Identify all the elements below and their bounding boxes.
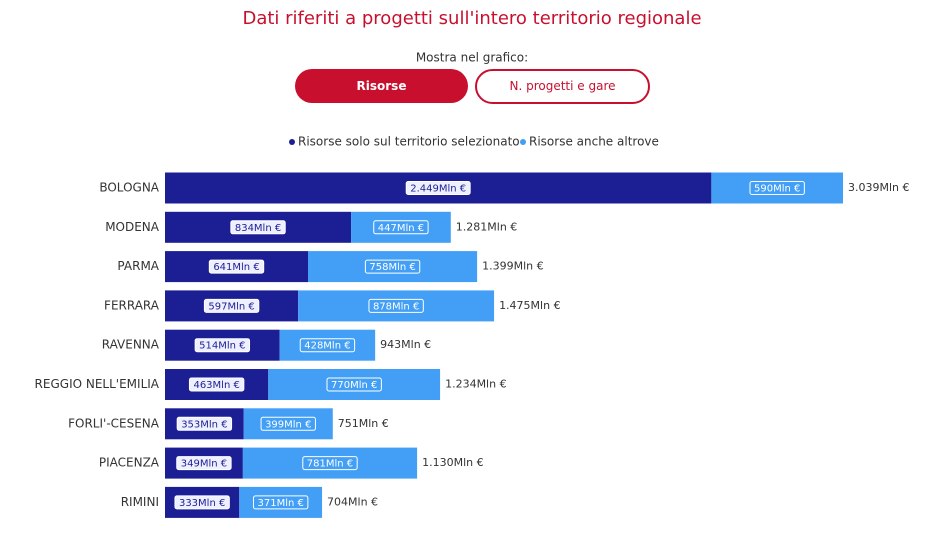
total-label: 3.039Mln € xyxy=(848,181,910,194)
value-label-box xyxy=(260,416,316,431)
value-label-box xyxy=(364,259,421,274)
category-label: RAVENNA xyxy=(102,338,160,352)
total-label: 943Mln € xyxy=(380,338,431,351)
value-label: 758Mln € xyxy=(369,262,415,273)
value-label: 447Mln € xyxy=(378,223,424,234)
value-label-box xyxy=(368,298,424,313)
bar-segment xyxy=(242,447,418,479)
value-label: 878Mln € xyxy=(373,301,419,312)
bar-segment xyxy=(298,290,495,322)
controls-label: Mostra nel grafico: xyxy=(416,51,528,65)
value-label-box xyxy=(405,181,471,195)
bar-segment xyxy=(351,211,451,243)
value-label: 399Mln € xyxy=(265,419,311,430)
bar-segment xyxy=(308,251,478,283)
value-label-box xyxy=(174,495,230,510)
total-label: 751Mln € xyxy=(338,417,389,430)
value-label-box xyxy=(194,338,251,353)
bar-segment xyxy=(268,369,441,400)
value-label: 333Mln € xyxy=(179,498,225,509)
button-resources[interactable]: Risorse xyxy=(295,69,468,103)
button-projects[interactable]: N. progetti e gare xyxy=(475,69,650,104)
category-label: MODENA xyxy=(105,220,160,234)
total-label: 1.130Mln € xyxy=(422,456,484,469)
category-label: PARMA xyxy=(117,259,159,273)
value-label-box xyxy=(208,259,265,274)
value-label: 349Mln € xyxy=(181,459,227,470)
value-label: 428Mln € xyxy=(304,341,350,352)
category-label: RIMINI xyxy=(121,495,159,509)
value-label-box xyxy=(203,298,260,313)
value-label: 371Mln € xyxy=(257,498,303,509)
value-label-box xyxy=(176,456,232,471)
category-label: FORLI'-CESENA xyxy=(68,416,160,430)
value-label: 597Mln € xyxy=(208,301,254,312)
legend-dot xyxy=(520,139,526,145)
button-label[interactable]: Risorse xyxy=(357,79,407,93)
bar-segment xyxy=(243,408,333,440)
value-label: 770Mln € xyxy=(331,380,377,391)
value-label: 834Mln € xyxy=(235,223,281,234)
button-bg[interactable] xyxy=(475,69,650,104)
category-label: PIACENZA xyxy=(99,456,160,470)
legend-label: Risorse solo sul territorio selezionato xyxy=(298,135,520,149)
value-label: 2.449Mln € xyxy=(410,184,466,195)
category-label: FERRARA xyxy=(104,298,160,312)
category-label: BOLOGNA xyxy=(99,181,159,195)
value-label-box xyxy=(326,377,382,392)
value-label: 514Mln € xyxy=(199,341,245,352)
value-label-box xyxy=(230,220,286,235)
category-label: REGGIO NELL'EMILIA xyxy=(35,377,160,391)
total-label: 1.399Mln € xyxy=(482,260,544,273)
value-label-box xyxy=(299,338,356,353)
value-label: 353Mln € xyxy=(181,419,227,430)
legend-dot xyxy=(289,139,295,145)
value-label: 590Mln € xyxy=(754,184,800,195)
bar-segment xyxy=(279,329,376,361)
bar-segment xyxy=(711,172,843,204)
total-label: 1.281Mln € xyxy=(456,220,518,233)
button-bg[interactable] xyxy=(295,69,468,103)
value-label-box xyxy=(188,377,245,392)
value-label: 781Mln € xyxy=(307,459,353,470)
total-label: 1.475Mln € xyxy=(499,299,561,312)
total-label: 704Mln € xyxy=(327,495,378,508)
legend-label: Risorse anche altrove xyxy=(529,135,659,149)
value-label: 463Mln € xyxy=(193,380,239,391)
chart-title: Dati riferiti a progetti sull'intero ter… xyxy=(242,8,701,29)
value-label-box xyxy=(373,220,429,235)
value-label-box xyxy=(176,416,233,431)
value-label-box xyxy=(302,456,358,471)
total-label: 1.234Mln € xyxy=(445,378,507,391)
value-label-box xyxy=(252,495,309,510)
value-label-box xyxy=(749,181,805,195)
button-label[interactable]: N. progetti e gare xyxy=(509,79,615,93)
value-label: 641Mln € xyxy=(213,262,259,273)
